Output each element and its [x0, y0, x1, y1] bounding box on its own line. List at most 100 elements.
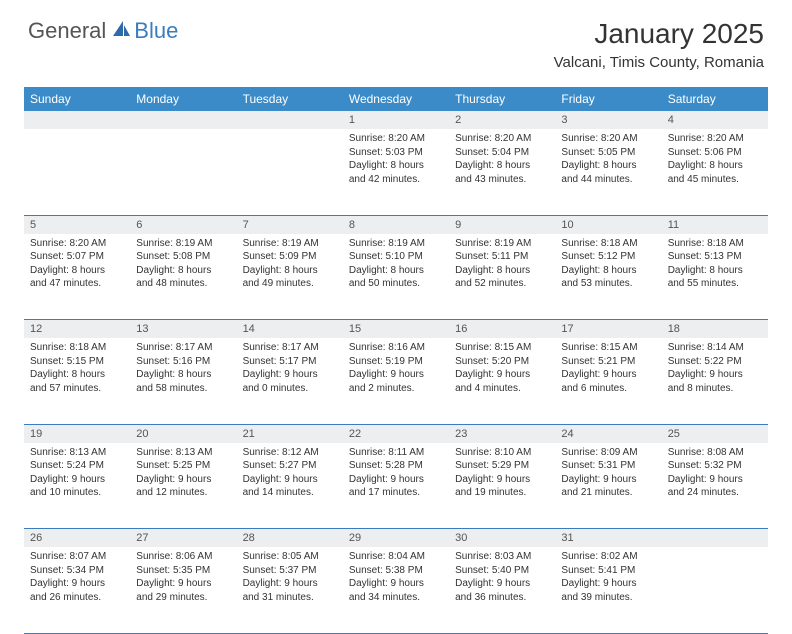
day-cell — [24, 129, 130, 215]
sunrise-text: Sunrise: 8:20 AM — [455, 132, 549, 146]
daylight-text-2: and 53 minutes. — [561, 277, 655, 291]
sunrise-text: Sunrise: 8:18 AM — [561, 237, 655, 251]
day-cell: Sunrise: 8:03 AMSunset: 5:40 PMDaylight:… — [449, 547, 555, 633]
sunrise-text: Sunrise: 8:14 AM — [668, 341, 762, 355]
day-cell-body: Sunrise: 8:16 AMSunset: 5:19 PMDaylight:… — [343, 338, 449, 401]
day-header: Wednesday — [343, 87, 449, 111]
sunrise-text: Sunrise: 8:06 AM — [136, 550, 230, 564]
day-number: 1 — [349, 114, 355, 126]
day-cell-body: Sunrise: 8:11 AMSunset: 5:28 PMDaylight:… — [343, 443, 449, 506]
day-number: 20 — [136, 428, 148, 440]
day-cell — [130, 129, 236, 215]
day-number: 19 — [30, 428, 42, 440]
day-number-cell: 13 — [130, 320, 236, 339]
day-number: 27 — [136, 532, 148, 544]
title-block: January 2025 Valcani, Timis County, Roma… — [554, 18, 764, 71]
daylight-text-1: Daylight: 8 hours — [455, 159, 549, 173]
week-row: Sunrise: 8:07 AMSunset: 5:34 PMDaylight:… — [24, 547, 768, 633]
day-cell-body: Sunrise: 8:06 AMSunset: 5:35 PMDaylight:… — [130, 547, 236, 610]
daylight-text-2: and 29 minutes. — [136, 591, 230, 605]
day-cell: Sunrise: 8:13 AMSunset: 5:24 PMDaylight:… — [24, 443, 130, 529]
sunset-text: Sunset: 5:28 PM — [349, 459, 443, 473]
day-cell: Sunrise: 8:20 AMSunset: 5:07 PMDaylight:… — [24, 234, 130, 320]
day-cell: Sunrise: 8:08 AMSunset: 5:32 PMDaylight:… — [662, 443, 768, 529]
daylight-text-1: Daylight: 8 hours — [668, 264, 762, 278]
sunset-text: Sunset: 5:17 PM — [243, 355, 337, 369]
daylight-text-2: and 43 minutes. — [455, 173, 549, 187]
sunrise-text: Sunrise: 8:20 AM — [349, 132, 443, 146]
day-header-row: Sunday Monday Tuesday Wednesday Thursday… — [24, 87, 768, 111]
day-cell-body: Sunrise: 8:04 AMSunset: 5:38 PMDaylight:… — [343, 547, 449, 610]
day-cell-body: Sunrise: 8:02 AMSunset: 5:41 PMDaylight:… — [555, 547, 661, 610]
sunrise-text: Sunrise: 8:07 AM — [30, 550, 124, 564]
day-cell: Sunrise: 8:04 AMSunset: 5:38 PMDaylight:… — [343, 547, 449, 633]
sunset-text: Sunset: 5:21 PM — [561, 355, 655, 369]
daylight-text-2: and 21 minutes. — [561, 486, 655, 500]
day-cell-body: Sunrise: 8:13 AMSunset: 5:25 PMDaylight:… — [130, 443, 236, 506]
sunrise-text: Sunrise: 8:20 AM — [561, 132, 655, 146]
daylight-text-1: Daylight: 9 hours — [349, 577, 443, 591]
day-cell-body: Sunrise: 8:20 AMSunset: 5:07 PMDaylight:… — [24, 234, 130, 297]
day-number: 3 — [561, 114, 567, 126]
day-number: 24 — [561, 428, 573, 440]
daylight-text-2: and 19 minutes. — [455, 486, 549, 500]
sunset-text: Sunset: 5:38 PM — [349, 564, 443, 578]
daylight-text-2: and 6 minutes. — [561, 382, 655, 396]
daylight-text-1: Daylight: 8 hours — [30, 368, 124, 382]
sunset-text: Sunset: 5:15 PM — [30, 355, 124, 369]
day-number-cell: 27 — [130, 529, 236, 548]
day-number-cell — [662, 529, 768, 548]
day-cell: Sunrise: 8:19 AMSunset: 5:10 PMDaylight:… — [343, 234, 449, 320]
sunrise-text: Sunrise: 8:19 AM — [136, 237, 230, 251]
daylight-text-1: Daylight: 9 hours — [136, 473, 230, 487]
daynum-row: 19202122232425 — [24, 424, 768, 443]
header: General Blue January 2025 Valcani, Timis… — [0, 0, 792, 79]
day-number: 28 — [243, 532, 255, 544]
day-cell — [662, 547, 768, 633]
day-cell-body: Sunrise: 8:15 AMSunset: 5:20 PMDaylight:… — [449, 338, 555, 401]
day-number: 29 — [349, 532, 361, 544]
day-number-cell: 18 — [662, 320, 768, 339]
day-cell: Sunrise: 8:19 AMSunset: 5:11 PMDaylight:… — [449, 234, 555, 320]
day-cell: Sunrise: 8:15 AMSunset: 5:21 PMDaylight:… — [555, 338, 661, 424]
sunrise-text: Sunrise: 8:12 AM — [243, 446, 337, 460]
calendar-table: Sunday Monday Tuesday Wednesday Thursday… — [24, 87, 768, 634]
logo-text-general: General — [28, 18, 106, 44]
day-number-cell: 11 — [662, 215, 768, 234]
day-number-cell: 30 — [449, 529, 555, 548]
day-cell — [237, 129, 343, 215]
day-number: 23 — [455, 428, 467, 440]
daylight-text-2: and 58 minutes. — [136, 382, 230, 396]
day-cell: Sunrise: 8:13 AMSunset: 5:25 PMDaylight:… — [130, 443, 236, 529]
sunrise-text: Sunrise: 8:08 AM — [668, 446, 762, 460]
daylight-text-2: and 31 minutes. — [243, 591, 337, 605]
day-number: 11 — [668, 219, 679, 231]
day-cell-body: Sunrise: 8:20 AMSunset: 5:06 PMDaylight:… — [662, 129, 768, 192]
day-number-cell: 14 — [237, 320, 343, 339]
daylight-text-2: and 57 minutes. — [30, 382, 124, 396]
page-title: January 2025 — [554, 18, 764, 50]
day-number: 9 — [455, 219, 461, 231]
day-number: 18 — [668, 323, 680, 335]
daylight-text-1: Daylight: 9 hours — [455, 473, 549, 487]
day-cell: Sunrise: 8:10 AMSunset: 5:29 PMDaylight:… — [449, 443, 555, 529]
daylight-text-2: and 49 minutes. — [243, 277, 337, 291]
daylight-text-2: and 42 minutes. — [349, 173, 443, 187]
daylight-text-2: and 39 minutes. — [561, 591, 655, 605]
sunset-text: Sunset: 5:35 PM — [136, 564, 230, 578]
day-cell-body: Sunrise: 8:18 AMSunset: 5:13 PMDaylight:… — [662, 234, 768, 297]
daylight-text-1: Daylight: 9 hours — [349, 368, 443, 382]
daylight-text-1: Daylight: 9 hours — [668, 473, 762, 487]
daylight-text-2: and 44 minutes. — [561, 173, 655, 187]
daylight-text-1: Daylight: 9 hours — [561, 473, 655, 487]
day-cell-body: Sunrise: 8:18 AMSunset: 5:15 PMDaylight:… — [24, 338, 130, 401]
day-cell-body: Sunrise: 8:19 AMSunset: 5:08 PMDaylight:… — [130, 234, 236, 297]
daylight-text-1: Daylight: 8 hours — [243, 264, 337, 278]
logo-text-blue: Blue — [134, 18, 178, 44]
daylight-text-2: and 26 minutes. — [30, 591, 124, 605]
day-cell-body: Sunrise: 8:12 AMSunset: 5:27 PMDaylight:… — [237, 443, 343, 506]
day-cell: Sunrise: 8:15 AMSunset: 5:20 PMDaylight:… — [449, 338, 555, 424]
day-number: 30 — [455, 532, 467, 544]
day-number: 21 — [243, 428, 255, 440]
day-cell-body: Sunrise: 8:10 AMSunset: 5:29 PMDaylight:… — [449, 443, 555, 506]
